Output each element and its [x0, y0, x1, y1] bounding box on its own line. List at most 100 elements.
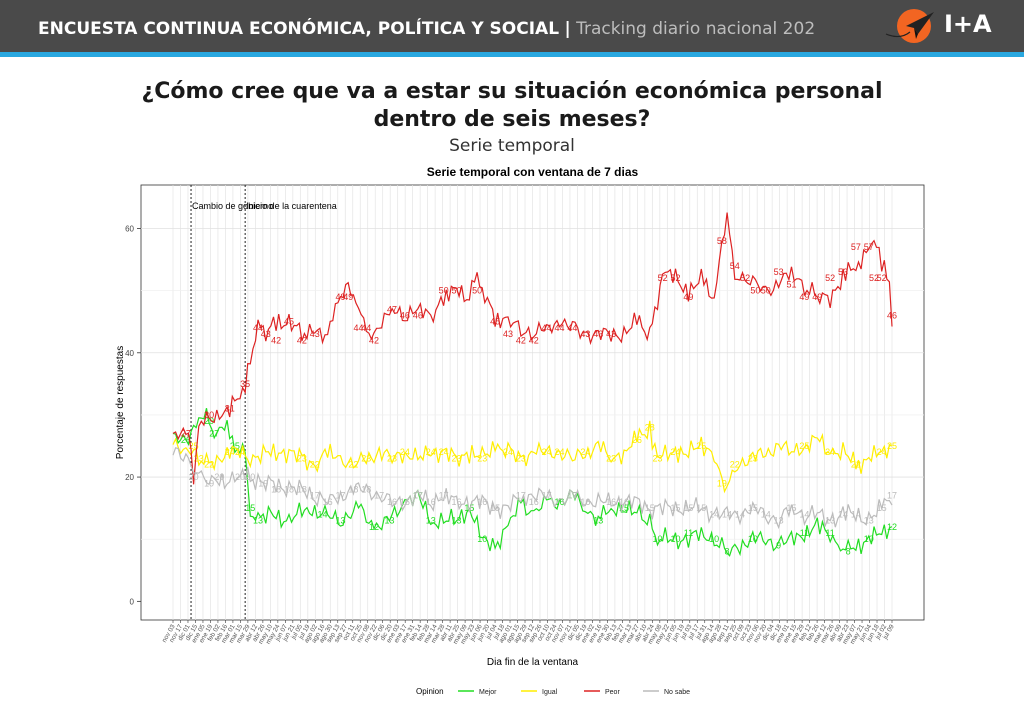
data-label: 17	[310, 491, 320, 501]
data-label: 15	[245, 503, 255, 513]
data-label: 11	[800, 528, 809, 538]
question-title: ¿Cómo cree que va a estar su situación e…	[0, 78, 1024, 134]
data-label: 15	[464, 503, 474, 513]
data-label: 42	[516, 335, 526, 345]
data-label: 52	[740, 273, 750, 283]
data-label: 19	[204, 478, 214, 488]
data-label: 17	[439, 491, 449, 501]
data-label: 23	[652, 453, 662, 463]
data-label: 24	[877, 447, 887, 457]
data-label: 49	[683, 292, 693, 302]
title-separator: |	[564, 19, 571, 39]
data-label: 20	[245, 472, 255, 482]
y-axis-title: Porcentaje de respuestas	[115, 346, 126, 459]
data-label: 10	[671, 534, 681, 544]
data-label: 49	[812, 292, 822, 302]
data-label: 15	[877, 503, 887, 513]
data-label: 17	[413, 491, 423, 501]
data-label: 14	[799, 509, 809, 519]
data-label: 44	[555, 323, 565, 333]
data-label: 23	[516, 453, 526, 463]
data-label: 16	[426, 497, 436, 507]
data-label: 15	[490, 503, 500, 513]
series-line	[172, 420, 893, 494]
data-label: 19	[258, 478, 268, 488]
data-label: 17	[887, 491, 897, 501]
data-label: 24	[235, 447, 245, 457]
data-label: 24	[439, 447, 449, 457]
data-label: 46	[887, 311, 897, 321]
data-label: 51	[786, 279, 796, 289]
tracking-subtitle: Tracking diario nacional 202	[576, 19, 816, 39]
data-label: 45	[284, 317, 294, 327]
data-label: 16	[323, 497, 333, 507]
data-label: 35	[240, 379, 250, 389]
data-label: 23	[748, 453, 758, 463]
data-label: 17	[413, 491, 423, 501]
data-label: 57	[864, 242, 874, 252]
data-label: 24	[225, 447, 235, 457]
data-label: 52	[869, 273, 879, 283]
data-label: 52	[825, 273, 835, 283]
data-label: 24	[580, 447, 590, 457]
brand-logo-text: I+A	[944, 10, 992, 38]
data-label: 46	[413, 311, 423, 321]
data-label: 52	[877, 273, 887, 283]
data-label: 43	[580, 329, 590, 339]
data-label: 24	[400, 447, 410, 457]
data-label: 13	[825, 516, 835, 526]
data-label: 15	[696, 503, 706, 513]
data-label: 50	[761, 286, 771, 296]
event-label: Cambio de gobierno	[192, 201, 273, 211]
data-label: 15	[645, 503, 655, 513]
data-label: 46	[400, 311, 410, 321]
data-label: 22	[204, 460, 214, 470]
data-label: 43	[606, 329, 616, 339]
data-label: 15	[619, 503, 629, 513]
data-label: 18	[297, 485, 307, 495]
data-label: 20	[214, 472, 224, 482]
data-label: 22	[348, 460, 358, 470]
data-label: 43	[261, 329, 271, 339]
data-label: 16	[555, 497, 565, 507]
data-label: 9	[776, 540, 781, 550]
data-label: 18	[361, 485, 371, 495]
data-label: 50	[439, 286, 449, 296]
legend-title: Opinion	[416, 687, 444, 696]
data-label: 13	[774, 516, 784, 526]
data-label: 52	[658, 273, 668, 283]
data-label: 13	[384, 516, 394, 526]
data-label: 17	[567, 491, 577, 501]
data-label: 24	[825, 447, 835, 457]
series-line	[172, 447, 893, 530]
data-label: 11	[684, 528, 693, 538]
data-label: 44	[253, 323, 263, 333]
data-label: 14	[722, 509, 732, 519]
data-label: 15	[683, 503, 693, 513]
data-label: 8	[725, 547, 730, 557]
data-label: 28	[645, 422, 655, 432]
data-label: 17	[336, 491, 346, 501]
data-label: 58	[717, 236, 727, 246]
data-label: 18	[271, 485, 281, 495]
data-label: 14	[735, 509, 745, 519]
data-label: 50	[472, 286, 482, 296]
data-label: 14	[851, 509, 861, 519]
data-label: 25	[696, 441, 706, 451]
data-label: 13	[593, 516, 603, 526]
y-tick-label: 60	[125, 225, 134, 234]
data-label: 25	[887, 441, 897, 451]
data-label: 25	[230, 441, 240, 451]
data-label: 22	[730, 460, 740, 470]
data-label: 13	[426, 516, 436, 526]
x-axis-title: Dia fin de la ventana	[487, 657, 579, 668]
data-label: 44	[542, 323, 552, 333]
data-label: 23	[451, 453, 461, 463]
data-label: 26	[632, 435, 642, 445]
data-label: 14	[838, 509, 848, 519]
question-line-2: dentro de seis meses?	[373, 107, 651, 132]
data-label: 10	[652, 534, 662, 544]
data-label: 50	[451, 286, 461, 296]
